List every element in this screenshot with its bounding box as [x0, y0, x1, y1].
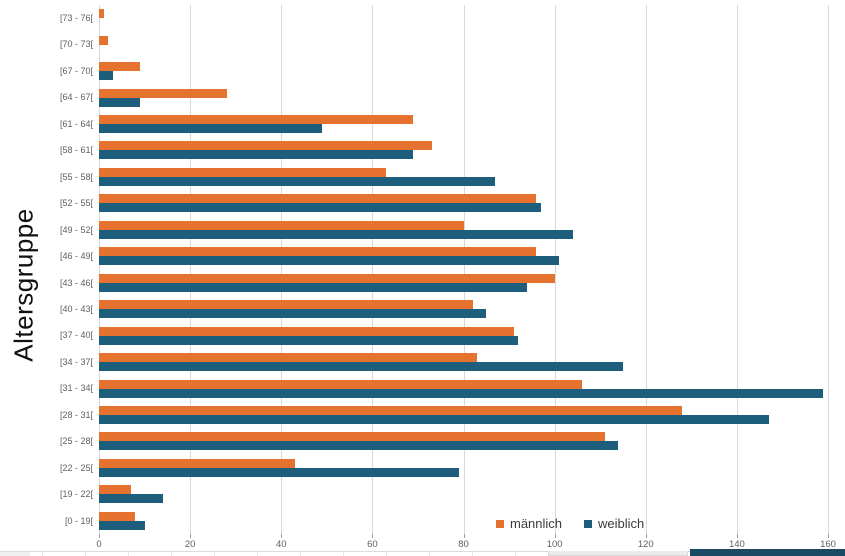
category-label: [73 - 76[ [59, 13, 93, 23]
category-label: [25 - 28[ [59, 436, 93, 447]
bar-männlich [99, 458, 295, 468]
x-axis-tick [463, 534, 465, 538]
bar-weiblich [99, 467, 459, 477]
sheet-shaded-cell [548, 551, 688, 556]
bar-männlich [99, 353, 478, 363]
sheet-row-border [0, 551, 845, 552]
bar-männlich [99, 220, 464, 230]
gridline [99, 5, 100, 534]
bar-männlich [99, 88, 227, 98]
y-axis-title: Altersgruppe [8, 208, 39, 362]
bar-männlich [99, 405, 683, 415]
sheet-corner-cell [0, 552, 30, 556]
gridline [736, 5, 738, 534]
category-label: [34 - 37[ [59, 356, 93, 367]
x-axis-tick-label: 60 [367, 539, 378, 550]
x-axis-tick-label: 160 [820, 539, 836, 550]
x-axis-tick [736, 534, 738, 538]
bar-weiblich [99, 494, 163, 504]
bar-weiblich [99, 520, 145, 530]
x-axis-tick-label: 120 [637, 539, 654, 550]
category-label: [43 - 46[ [59, 277, 93, 288]
bar-männlich [99, 300, 473, 310]
legend-label: männlich [510, 516, 563, 531]
bar-männlich [99, 326, 514, 336]
bar-weiblich [99, 203, 541, 213]
x-axis-tick-label: 80 [458, 539, 469, 550]
category-label: [61 - 64[ [59, 118, 93, 129]
x-axis-tick [372, 534, 374, 538]
legend-label: weiblich [598, 516, 645, 531]
gridline [372, 5, 374, 534]
bar-weiblich [99, 309, 487, 319]
bar-männlich [99, 379, 582, 389]
category-label: [0 - 19[ [64, 515, 93, 526]
legend-item-männlich: männlich [496, 516, 562, 531]
bar-männlich [99, 511, 136, 521]
bar-weiblich [99, 97, 140, 107]
bar-männlich [99, 247, 537, 257]
x-axis-tick-label: 0 [96, 539, 102, 550]
gridline [554, 5, 556, 534]
bar-weiblich [99, 362, 623, 372]
gridline [281, 5, 283, 534]
bar-weiblich [99, 124, 323, 134]
legend-swatch-icon [584, 519, 593, 528]
category-label: [58 - 61[ [59, 145, 93, 156]
category-label: [55 - 58[ [59, 171, 93, 182]
bar-männlich [99, 141, 432, 151]
category-label: [28 - 31[ [59, 409, 93, 420]
bar-männlich [99, 194, 537, 204]
bar-männlich [99, 485, 131, 495]
bar-weiblich [99, 71, 113, 81]
gridline [463, 5, 465, 534]
category-label: [49 - 52[ [59, 224, 93, 235]
x-axis-tick [645, 534, 647, 538]
legend-swatch-icon [496, 519, 504, 528]
category-label: [19 - 22[ [59, 489, 93, 500]
x-axis-tick [190, 534, 192, 538]
bar-weiblich [99, 414, 769, 424]
bar-männlich [99, 9, 104, 19]
category-label: [37 - 40[ [59, 330, 93, 341]
bar-weiblich [99, 282, 528, 292]
sheet-cell-borders [0, 552, 845, 556]
x-axis-tick [828, 534, 829, 538]
bar-weiblich [99, 176, 496, 186]
x-axis-tick [554, 534, 556, 538]
category-label: [64 - 67[ [59, 92, 93, 103]
category-label: [70 - 73[ [59, 39, 93, 50]
legend-item-weiblich: weiblich [584, 516, 644, 531]
bar-männlich [99, 62, 140, 72]
bar-männlich [99, 115, 414, 125]
bar-weiblich [99, 335, 519, 345]
category-label: [40 - 43[ [59, 303, 93, 314]
x-axis-tick-label: 40 [275, 539, 287, 550]
bar-weiblich [99, 150, 414, 160]
category-label: [52 - 55[ [59, 198, 93, 209]
bar-weiblich [99, 256, 560, 266]
bar-weiblich [99, 388, 824, 398]
bar-männlich [99, 273, 555, 283]
category-label: [31 - 34[ [59, 383, 93, 394]
x-axis-tick [99, 534, 100, 538]
bar-männlich [99, 432, 605, 442]
bar-männlich [99, 35, 109, 45]
gridline [828, 5, 829, 534]
legend: männlich weiblich [496, 516, 644, 531]
gridline [190, 5, 192, 534]
category-label: [22 - 25[ [59, 462, 93, 473]
horizontal-scrollbar[interactable] [690, 549, 845, 556]
category-label: [46 - 49[ [59, 251, 93, 262]
x-axis-tick [281, 534, 283, 538]
bar-weiblich [99, 229, 573, 239]
category-label: [67 - 70[ [59, 65, 93, 76]
bar-weiblich [99, 441, 619, 451]
x-axis-tick-label: 100 [546, 539, 563, 550]
x-axis-tick-label: 20 [184, 539, 196, 550]
gridline [645, 5, 647, 534]
x-axis-tick-label: 140 [728, 539, 745, 550]
bar-männlich [99, 167, 387, 177]
